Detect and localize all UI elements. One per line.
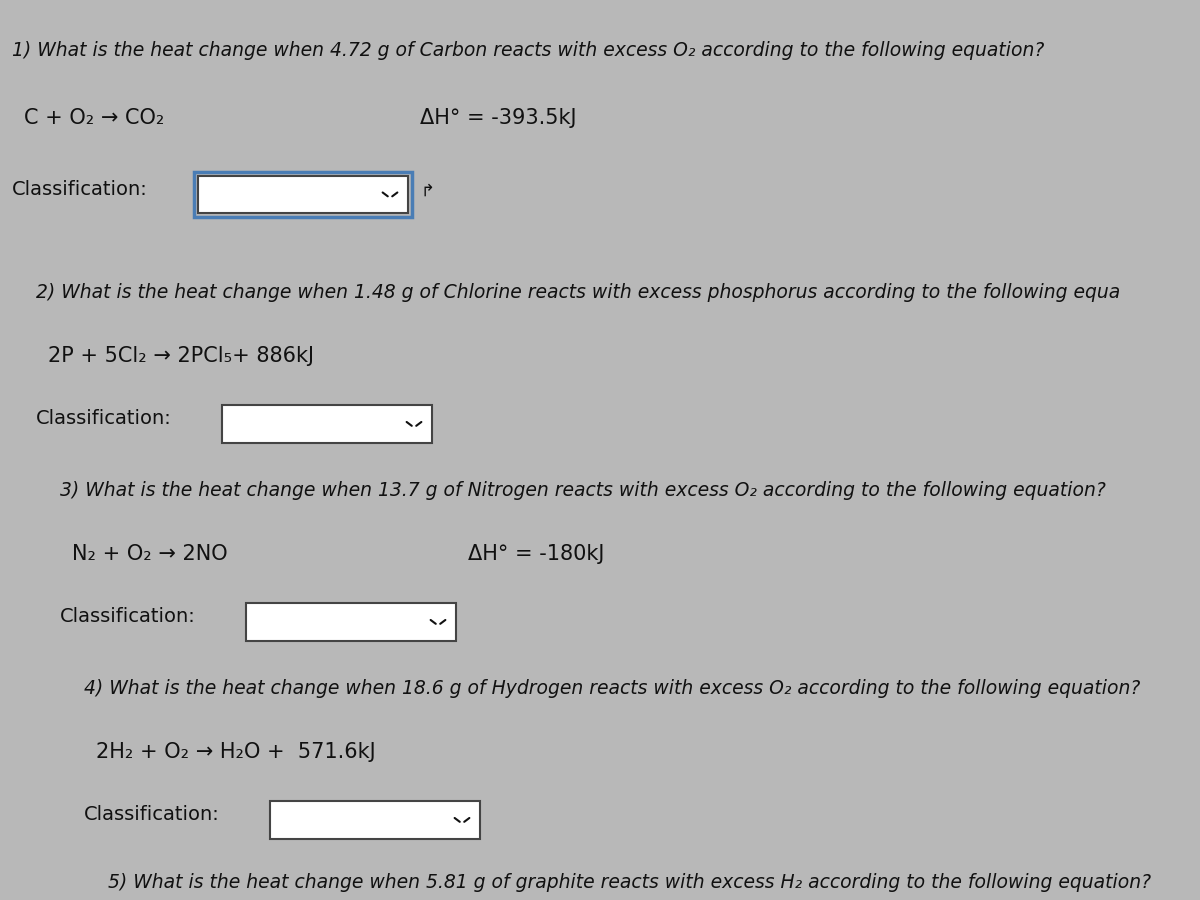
Text: 2) What is the heat change when 1.48 g of Chlorine reacts with excess phosphorus: 2) What is the heat change when 1.48 g o…: [36, 284, 1121, 302]
Text: 2H₂ + O₂ → H₂O +  571.6kJ: 2H₂ + O₂ → H₂O + 571.6kJ: [96, 742, 376, 762]
FancyBboxPatch shape: [222, 405, 432, 443]
Text: Classification:: Classification:: [84, 806, 220, 824]
Text: ↱: ↱: [420, 182, 434, 200]
Text: 2P + 5Cl₂ → 2PCl₅+ 886kJ: 2P + 5Cl₂ → 2PCl₅+ 886kJ: [48, 346, 314, 366]
FancyBboxPatch shape: [198, 176, 408, 213]
Text: 1) What is the heat change when 4.72 g of Carbon reacts with excess O₂ according: 1) What is the heat change when 4.72 g o…: [12, 40, 1044, 59]
Text: N₂ + O₂ → 2NO: N₂ + O₂ → 2NO: [72, 544, 228, 564]
Text: C + O₂ → CO₂: C + O₂ → CO₂: [24, 108, 164, 128]
Text: Classification:: Classification:: [36, 410, 172, 428]
FancyBboxPatch shape: [270, 801, 480, 839]
Text: Classification:: Classification:: [60, 608, 196, 626]
Text: 5) What is the heat change when 5.81 g of graphite reacts with excess H₂ accordi: 5) What is the heat change when 5.81 g o…: [108, 873, 1151, 892]
Text: ΔH° = -393.5kJ: ΔH° = -393.5kJ: [420, 108, 576, 128]
Text: 4) What is the heat change when 18.6 g of Hydrogen reacts with excess O₂ accordi: 4) What is the heat change when 18.6 g o…: [84, 680, 1140, 698]
Text: 3) What is the heat change when 13.7 g of Nitrogen reacts with excess O₂ accordi: 3) What is the heat change when 13.7 g o…: [60, 482, 1106, 500]
Text: ΔH° = -180kJ: ΔH° = -180kJ: [468, 544, 605, 564]
Text: Classification:: Classification:: [12, 180, 148, 199]
FancyBboxPatch shape: [246, 603, 456, 641]
